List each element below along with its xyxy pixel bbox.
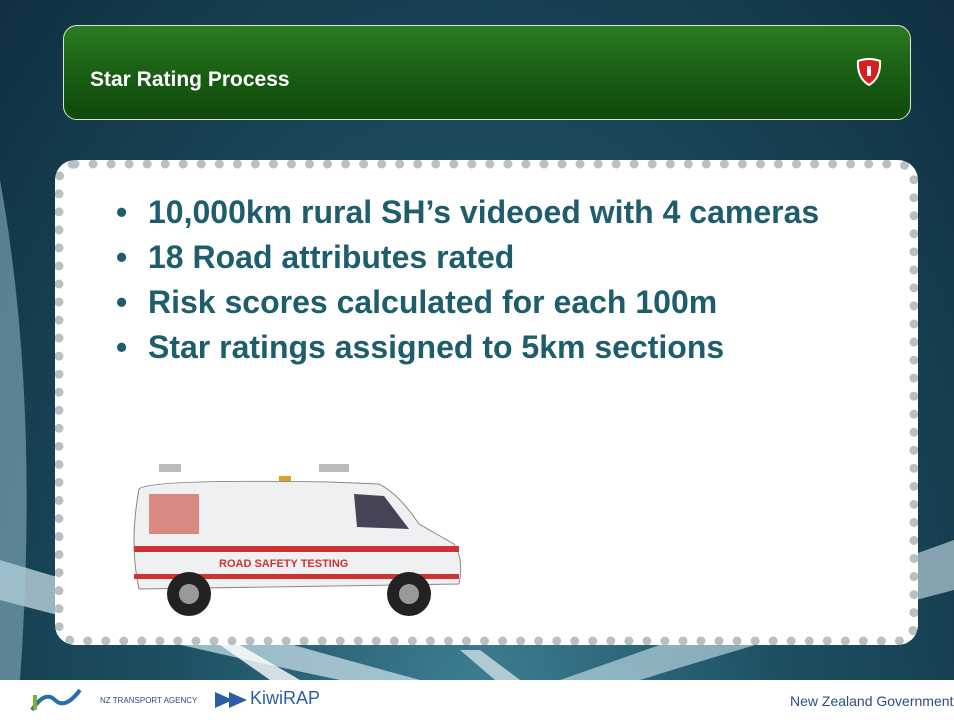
slide-title: Star Rating Process (90, 68, 290, 92)
bullet-item: Risk scores calculated for each 100m (124, 281, 844, 323)
agency-logo (30, 685, 90, 715)
program-name: KiwiRAP (250, 688, 320, 709)
bullet-item: 18 Road attributes rated (124, 236, 844, 278)
agency-name: NZ TRANSPORT AGENCY (100, 696, 197, 705)
footer: NZ TRANSPORT AGENCY KiwiRAP New Zealand … (0, 680, 954, 720)
van-label: ROAD SAFETY TESTING (219, 558, 348, 570)
van-illustration: ROAD SAFETY TESTING (129, 464, 479, 634)
bullet-list: 10,000km rural SH’s videoed with 4 camer… (124, 191, 844, 371)
header-bar: Star Rating Process (63, 25, 911, 120)
shield-icon (856, 58, 882, 86)
government-name: New Zealand Government (790, 693, 953, 709)
bullet-item: Star ratings assigned to 5km sections (124, 326, 844, 368)
slide: Star Rating Process 10,000km rural SH’s … (0, 0, 954, 720)
content-panel: 10,000km rural SH’s videoed with 4 camer… (55, 160, 918, 645)
bullet-item: 10,000km rural SH’s videoed with 4 camer… (124, 191, 844, 233)
kiwirap-logo (215, 688, 255, 712)
